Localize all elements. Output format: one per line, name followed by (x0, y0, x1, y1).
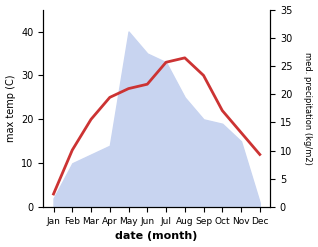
Y-axis label: med. precipitation (kg/m2): med. precipitation (kg/m2) (303, 52, 313, 165)
Y-axis label: max temp (C): max temp (C) (5, 75, 16, 142)
X-axis label: date (month): date (month) (115, 231, 198, 242)
